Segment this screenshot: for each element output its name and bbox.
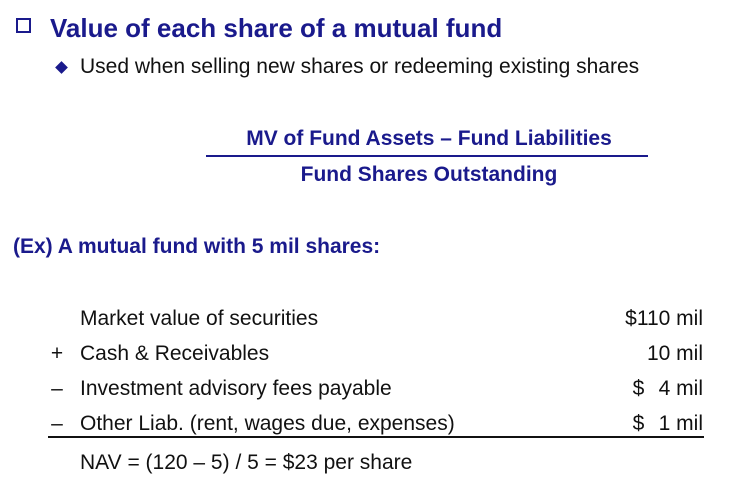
- checkbox-bullet-icon: [16, 18, 31, 33]
- ledger-row-label: Cash & Receivables: [80, 342, 270, 365]
- diamond-bullet-icon: [55, 61, 68, 74]
- ledger-row-label: Market value of securities: [80, 307, 319, 330]
- formula-denominator: Fund Shares Outstanding: [300, 163, 558, 186]
- ledger-row-amount: $4 mil: [632, 377, 703, 400]
- nav-result: NAV = (120 – 5) / 5 = $23 per share: [80, 451, 413, 474]
- formula-numerator: MV of Fund Assets – Fund Liabilities: [246, 127, 612, 150]
- ledger-row-currency: $: [632, 412, 645, 435]
- slide-subtitle: Used when selling new shares or redeemin…: [80, 55, 640, 78]
- ledger-row-operator: –: [51, 412, 63, 435]
- sum-underline: [48, 436, 704, 438]
- ledger-row-currency: $: [632, 377, 645, 400]
- ledger-row-amount: 10 mil: [646, 342, 703, 365]
- slide-title: Value of each share of a mutual fund: [50, 13, 503, 43]
- ledger-row-label: Investment advisory fees payable: [80, 377, 392, 400]
- ledger-row-operator: –: [51, 377, 63, 400]
- example-heading: (Ex) A mutual fund with 5 mil shares:: [13, 235, 381, 258]
- ledger-row-operator: +: [50, 342, 64, 365]
- ledger-row-amount: $1 mil: [632, 412, 703, 435]
- ledger-row-label: Other Liab. (rent, wages due, expenses): [80, 412, 455, 435]
- ledger-row-amount: $110 mil: [625, 307, 703, 330]
- fraction-bar: [206, 155, 648, 157]
